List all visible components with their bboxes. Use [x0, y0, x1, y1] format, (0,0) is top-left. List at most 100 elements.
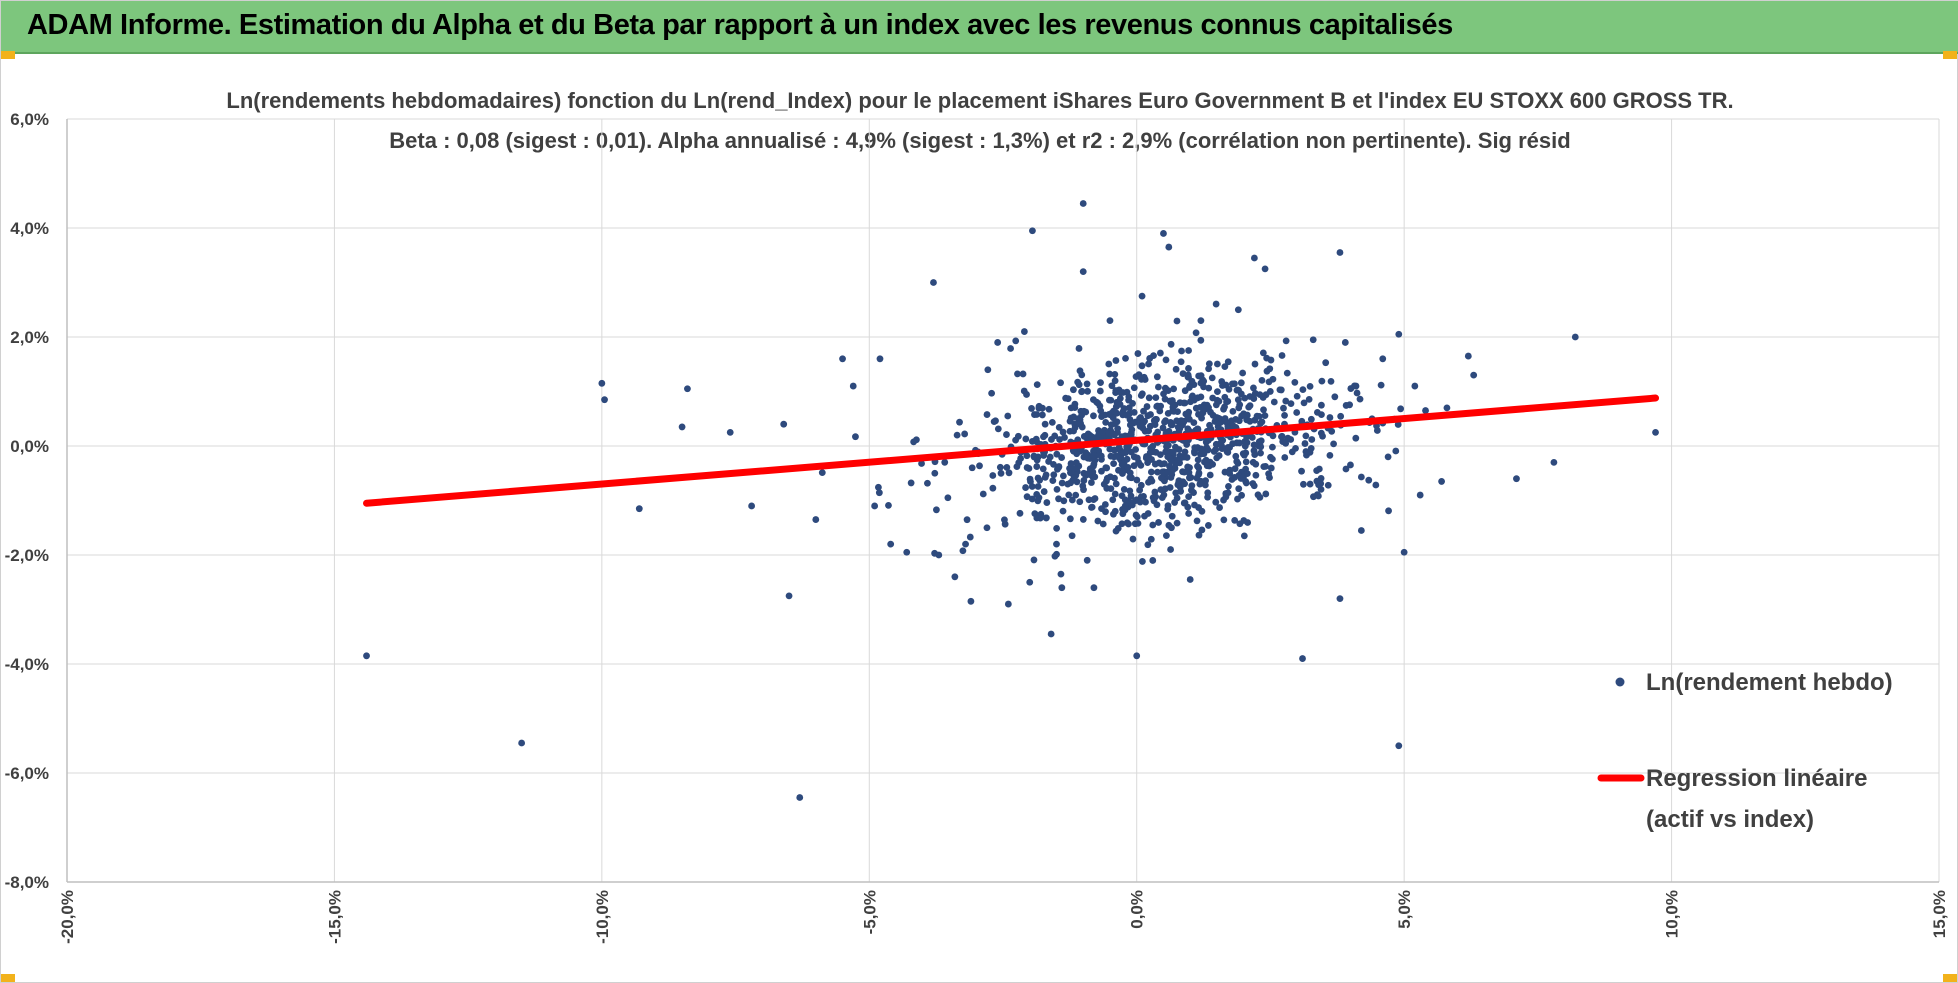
data-point [785, 592, 793, 600]
data-point [930, 279, 937, 286]
data-point [1149, 557, 1157, 564]
data-point [1241, 394, 1249, 402]
data-point [966, 533, 974, 541]
data-point [1111, 490, 1119, 498]
data-point [1253, 412, 1261, 420]
legend-scatter-marker [1615, 677, 1625, 687]
data-point [1119, 506, 1126, 513]
data-point [1088, 479, 1095, 486]
data-point [1033, 514, 1041, 522]
data-point [1102, 418, 1110, 426]
data-point [1118, 520, 1126, 528]
x-tick-label: -20,0% [58, 890, 77, 944]
data-point [1120, 485, 1128, 493]
data-point [1193, 474, 1201, 482]
data-point [1029, 227, 1036, 235]
data-point [1205, 365, 1213, 373]
data-point [1061, 434, 1068, 441]
data-point [1050, 471, 1058, 479]
data-point [1053, 524, 1061, 532]
data-point [1464, 352, 1472, 360]
data-point [1197, 336, 1205, 344]
data-point [1250, 254, 1258, 262]
data-point [1078, 371, 1086, 379]
data-point [1281, 454, 1289, 461]
data-point [1051, 432, 1059, 440]
data-point [1170, 385, 1178, 393]
data-point [1068, 496, 1076, 504]
data-point [1318, 411, 1325, 419]
data-point [1153, 501, 1161, 509]
data-point [1195, 531, 1203, 539]
data-point [1106, 370, 1114, 378]
data-point [1132, 511, 1140, 519]
data-point [1550, 458, 1558, 466]
data-point [1085, 496, 1093, 504]
data-point [1306, 382, 1314, 390]
data-point [1025, 465, 1033, 472]
data-point [1083, 380, 1091, 388]
data-point [1080, 486, 1087, 494]
data-point [1116, 394, 1124, 402]
data-point [1213, 414, 1221, 421]
data-point [963, 516, 971, 524]
data-point [1293, 409, 1301, 416]
data-point [1198, 446, 1206, 454]
data-point [1313, 491, 1321, 499]
data-point [1185, 469, 1193, 477]
data-point [1040, 488, 1048, 495]
data-point [1231, 516, 1239, 524]
data-point [983, 524, 991, 532]
data-point [1229, 407, 1237, 415]
y-tick-label: 2,0% [10, 328, 49, 347]
data-point [913, 436, 920, 444]
data-point [1016, 509, 1024, 517]
data-point [1107, 421, 1115, 429]
data-point [635, 505, 643, 513]
page-title: ADAM Informe. Estimation du Alpha et du … [27, 9, 1453, 41]
data-point [1287, 436, 1295, 443]
data-point [1159, 424, 1167, 432]
data-point [1120, 459, 1128, 467]
data-point [1057, 570, 1065, 578]
data-point [726, 428, 734, 436]
data-point [994, 425, 1002, 433]
data-point [1249, 480, 1257, 487]
data-point [1160, 390, 1167, 398]
data-point [1109, 496, 1117, 504]
y-tick-label: -8,0% [5, 873, 49, 892]
data-point [1166, 462, 1173, 470]
data-point [1079, 268, 1087, 275]
data-point [1299, 655, 1306, 662]
data-point [1223, 448, 1231, 456]
data-point [1130, 462, 1138, 470]
data-point [1223, 398, 1230, 406]
data-point [1127, 492, 1135, 500]
data-point [1298, 417, 1306, 425]
data-point [1201, 405, 1209, 413]
data-point [849, 382, 857, 390]
data-point [1043, 499, 1051, 506]
data-point [796, 794, 804, 801]
data-point [1162, 356, 1170, 364]
data-point [1039, 465, 1047, 473]
data-point [1146, 449, 1154, 456]
data-point [931, 469, 939, 477]
data-point [1246, 402, 1254, 410]
data-point [1282, 337, 1290, 345]
data-point [684, 385, 691, 393]
legend-scatter-label: Ln(rendement hebdo) [1646, 669, 1893, 696]
data-point [1215, 397, 1223, 405]
data-point [1176, 399, 1184, 406]
x-tick-label: -10,0% [593, 890, 612, 944]
data-point [1197, 317, 1205, 325]
data-point [1158, 474, 1165, 482]
data-point [1205, 360, 1213, 368]
data-point [1035, 404, 1043, 412]
data-point [1301, 440, 1309, 447]
data-point [1172, 365, 1180, 373]
data-point [1055, 495, 1062, 503]
data-point [1252, 471, 1260, 479]
data-point [1047, 630, 1055, 638]
data-point [1033, 463, 1041, 470]
